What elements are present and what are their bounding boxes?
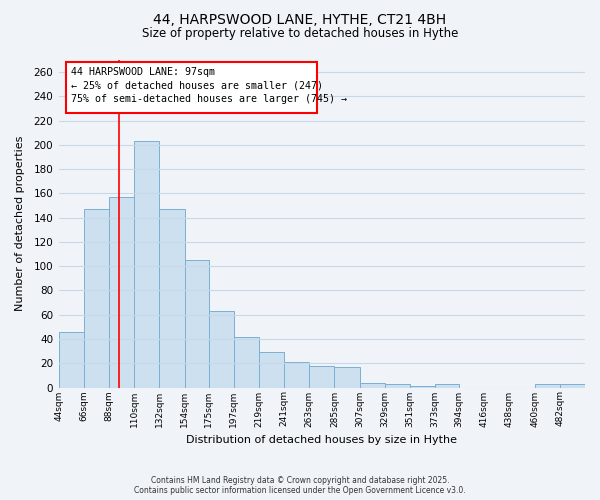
Text: Size of property relative to detached houses in Hythe: Size of property relative to detached ho…: [142, 28, 458, 40]
Bar: [160, 209, 185, 388]
Bar: [234, 336, 259, 388]
Text: 44, HARPSWOOD LANE, HYTHE, CT21 4BH: 44, HARPSWOOD LANE, HYTHE, CT21 4BH: [154, 12, 446, 26]
Text: 44 HARPSWOOD LANE: 97sqm: 44 HARPSWOOD LANE: 97sqm: [71, 68, 215, 78]
Y-axis label: Number of detached properties: Number of detached properties: [15, 136, 25, 312]
Bar: [259, 352, 284, 388]
Bar: [134, 142, 160, 388]
Bar: [560, 384, 585, 388]
Bar: [410, 386, 435, 388]
Bar: [385, 384, 410, 388]
Bar: [435, 384, 459, 388]
Bar: [84, 209, 109, 388]
X-axis label: Distribution of detached houses by size in Hythe: Distribution of detached houses by size …: [187, 435, 457, 445]
Text: Contains HM Land Registry data © Crown copyright and database right 2025.
Contai: Contains HM Land Registry data © Crown c…: [134, 476, 466, 495]
Bar: [109, 197, 134, 388]
Bar: [284, 362, 309, 388]
Bar: [185, 260, 209, 388]
Bar: [359, 382, 385, 388]
Bar: [535, 384, 560, 388]
Bar: [209, 311, 234, 388]
Bar: [59, 332, 84, 388]
Text: ← 25% of detached houses are smaller (247): ← 25% of detached houses are smaller (24…: [71, 80, 323, 90]
Text: 75% of semi-detached houses are larger (745) →: 75% of semi-detached houses are larger (…: [71, 94, 347, 104]
Bar: [334, 367, 359, 388]
FancyBboxPatch shape: [65, 62, 317, 114]
Bar: [309, 366, 334, 388]
